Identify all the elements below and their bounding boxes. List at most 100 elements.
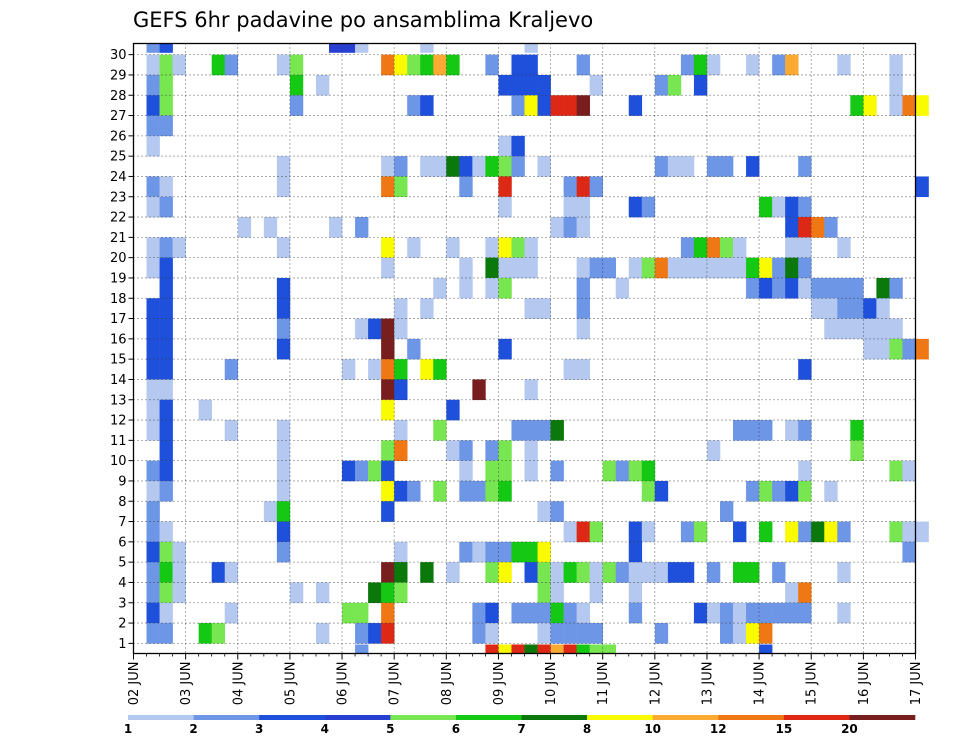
heatmap-cell: [355, 460, 369, 482]
heatmap-cell: [172, 54, 186, 76]
heatmap-cell: [198, 399, 212, 421]
x-tick-label: 14 JUN: [753, 662, 768, 706]
heatmap-cell: [446, 399, 460, 421]
heatmap-cell: [355, 602, 369, 624]
heatmap-cell: [746, 156, 760, 177]
heatmap-cell: [146, 521, 160, 543]
heatmap-cell: [733, 562, 747, 583]
heatmap-cell: [798, 359, 812, 380]
heatmap-cell: [224, 602, 239, 624]
heatmap-cell: [381, 156, 395, 177]
heatmap-cell: [472, 602, 486, 624]
heatmap-cell: [368, 318, 382, 340]
y-tick-label: 12: [110, 414, 127, 429]
heatmap-cell: [524, 54, 538, 76]
heatmap-cell: [159, 318, 173, 340]
heatmap-cell: [524, 237, 538, 258]
heatmap-cell: [172, 541, 186, 563]
heatmap-cell: [759, 257, 773, 279]
heatmap-cell: [159, 440, 173, 461]
heatmap-cell: [420, 298, 434, 319]
heatmap-cell: [368, 460, 382, 482]
heatmap-cell: [837, 298, 851, 319]
heatmap-cell: [746, 257, 760, 279]
colorbar-segment: [193, 715, 260, 720]
heatmap-cell: [159, 338, 173, 360]
y-tick-label: 3: [118, 596, 126, 611]
heatmap-cell: [498, 480, 512, 502]
heatmap-cell: [381, 359, 395, 380]
heatmap-cell: [746, 420, 760, 441]
heatmap-cell: [654, 623, 669, 644]
heatmap-cell: [511, 135, 525, 157]
heatmap-cell: [263, 217, 278, 238]
heatmap-cell: [472, 480, 486, 502]
heatmap-cell: [876, 277, 890, 299]
heatmap-cell: [146, 420, 160, 441]
heatmap-cell: [537, 95, 551, 116]
heatmap-cell: [798, 480, 812, 502]
heatmap-cell: [602, 257, 617, 279]
heatmap-cell: [394, 440, 408, 461]
heatmap-cell: [276, 54, 291, 76]
heatmap-cell: [315, 74, 330, 96]
heatmap-cell: [511, 541, 525, 563]
heatmap-cell: [537, 582, 551, 604]
heatmap-cell: [159, 420, 173, 441]
heatmap-cell: [720, 257, 734, 279]
heatmap-cell: [863, 318, 877, 340]
heatmap-cell: [563, 521, 577, 543]
colorbar-segment: [455, 715, 522, 720]
heatmap-cell: [159, 359, 173, 380]
colorbar-tick-label: 7: [517, 722, 525, 736]
heatmap-cell: [576, 196, 590, 218]
heatmap-cell: [146, 237, 160, 258]
heatmap-cell: [706, 440, 721, 461]
heatmap-cell: [433, 54, 447, 76]
heatmap-cell: [289, 582, 304, 604]
heatmap-cell: [537, 501, 551, 522]
heatmap-cell: [276, 420, 291, 441]
heatmap-cell: [159, 582, 173, 604]
heatmap-cell: [381, 501, 395, 522]
heatmap-cell: [381, 257, 395, 279]
heatmap-cell: [511, 74, 525, 96]
heatmap-cell: [902, 541, 916, 563]
y-tick-label: 14: [110, 373, 127, 388]
heatmap-cell: [394, 582, 408, 604]
x-tick-label: 02 JUN: [127, 662, 142, 706]
heatmap-cell: [355, 644, 369, 654]
heatmap-cell: [850, 298, 864, 319]
heatmap-cell: [511, 237, 525, 258]
heatmap-cell: [759, 480, 773, 502]
heatmap-cell: [537, 623, 551, 644]
heatmap-cell: [850, 318, 864, 340]
heatmap-cell: [355, 43, 369, 53]
heatmap-cell: [733, 257, 747, 279]
heatmap-cell: [394, 54, 408, 76]
heatmap-cell: [485, 237, 499, 258]
colorbar-tick-label: 10: [644, 722, 661, 736]
heatmap-cell: [524, 644, 538, 654]
heatmap-cell: [485, 277, 499, 299]
x-tick-label: 06 JUN: [336, 662, 351, 706]
heatmap-cell: [563, 623, 577, 644]
heatmap-cell: [459, 541, 473, 563]
heatmap-cell: [498, 338, 512, 360]
colorbar-tick-label: 20: [841, 722, 858, 736]
heatmap-cell: [785, 420, 799, 441]
colorbar-tick-label: 4: [321, 722, 329, 736]
heatmap-cell: [459, 277, 473, 299]
heatmap-cell: [537, 644, 551, 654]
heatmap-cell: [589, 257, 603, 279]
heatmap-cell: [915, 338, 929, 360]
colorbar-segment: [324, 715, 391, 720]
heatmap-cell: [381, 440, 395, 461]
heatmap-cell: [159, 95, 173, 116]
heatmap-cell: [381, 582, 395, 604]
heatmap-cell: [811, 217, 825, 238]
heatmap-cell: [680, 521, 695, 543]
heatmap-cell: [433, 156, 447, 177]
heatmap-cell: [785, 277, 799, 299]
heatmap-cell: [824, 277, 838, 299]
